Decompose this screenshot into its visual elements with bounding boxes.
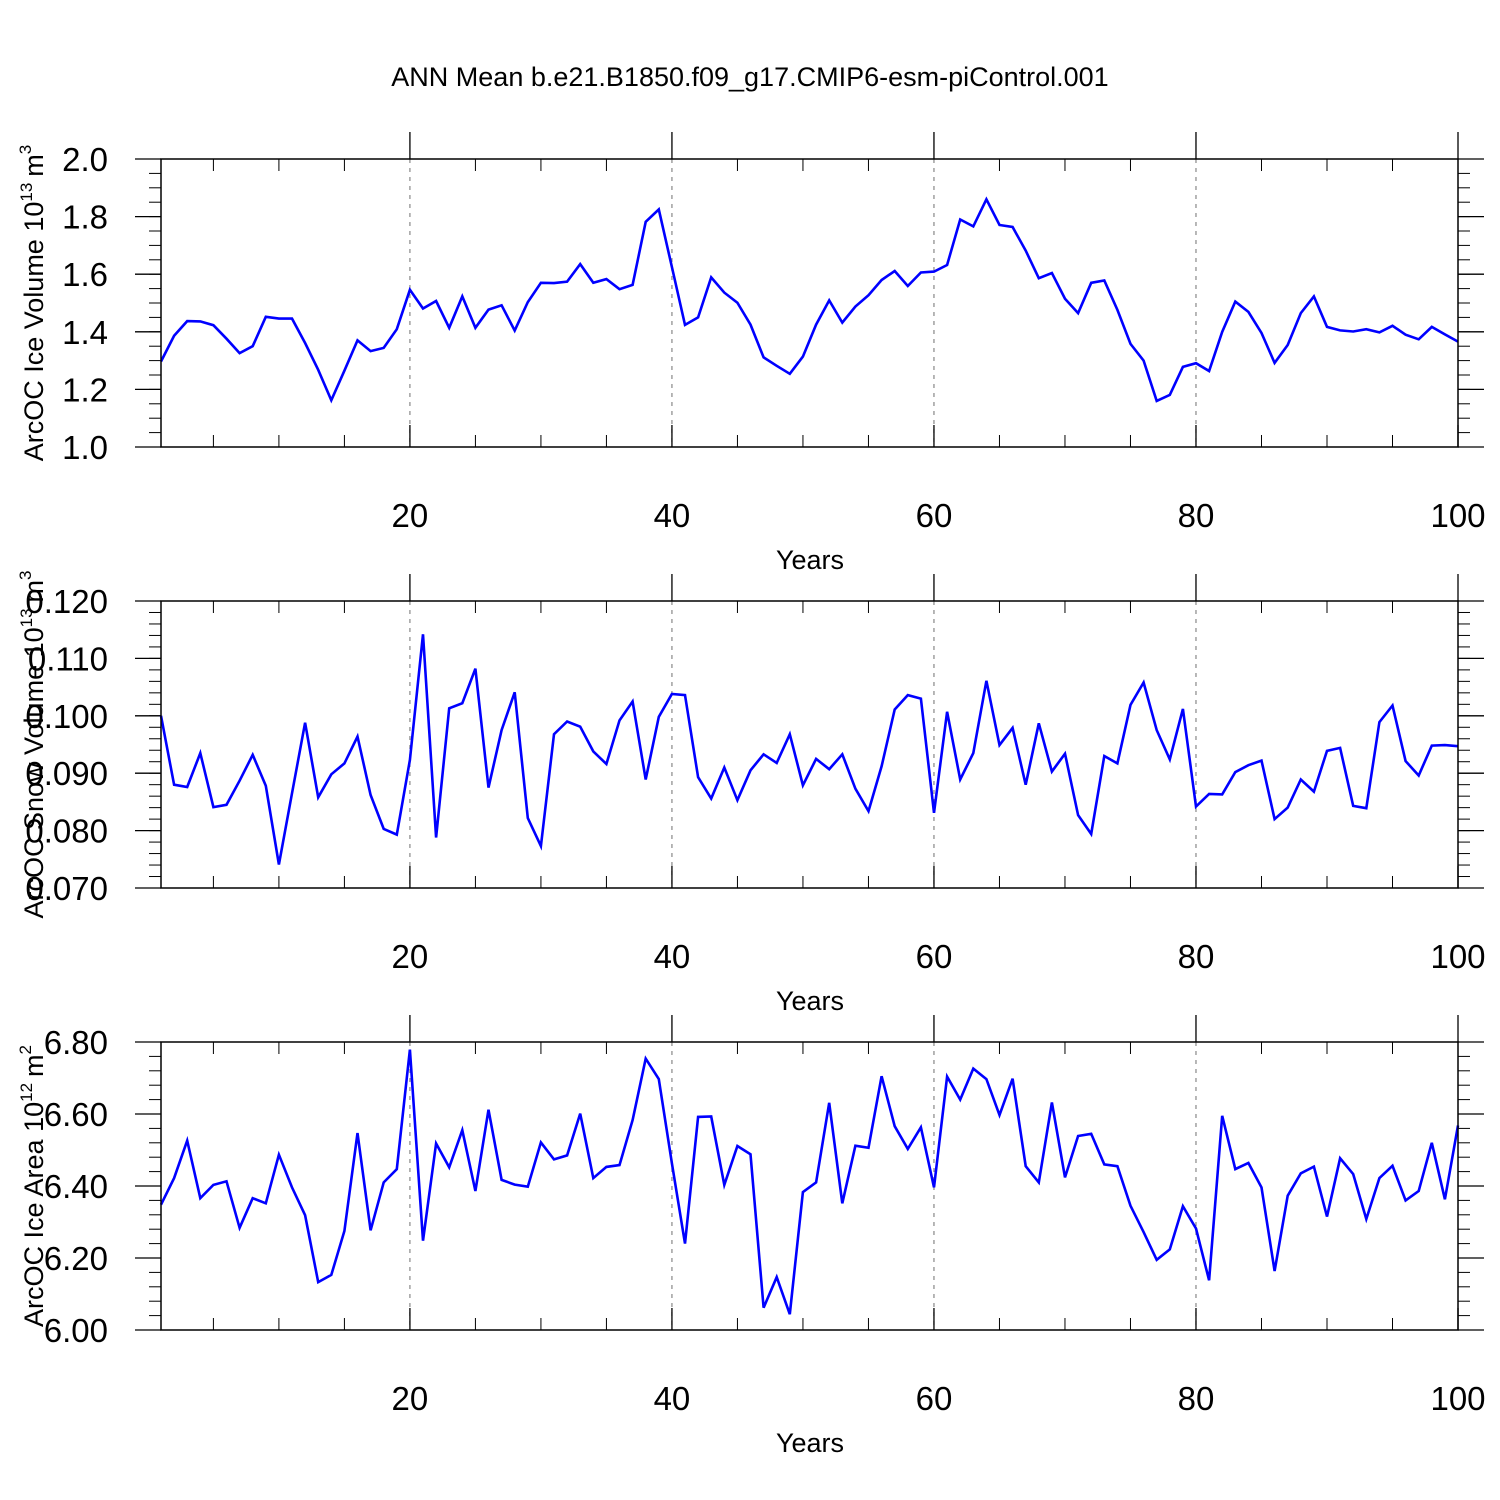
x-tick-label: 80 bbox=[1178, 1380, 1215, 1417]
x-tick-label: 20 bbox=[392, 1380, 429, 1417]
y-tick-label: 1.8 bbox=[62, 199, 108, 236]
x-tick-label: 100 bbox=[1430, 938, 1485, 975]
y-tick-label: 1.6 bbox=[62, 256, 108, 293]
x-tick-label: 100 bbox=[1430, 1380, 1485, 1417]
series-line bbox=[161, 634, 1458, 864]
y-axis-label-exponent: 12 bbox=[17, 1083, 36, 1102]
y-axis-label-unit: m bbox=[19, 580, 49, 603]
figure-canvas: 20 40 60 80 100 1.0 1.2 1.4 1.6 1.8 2.0 Years ArcOC … bbox=[0, 0, 1500, 1500]
x-tick-label: 80 bbox=[1178, 938, 1215, 975]
x-tick-label: 40 bbox=[654, 497, 691, 534]
y-tick-label: 6.20 bbox=[44, 1240, 108, 1277]
series-line bbox=[161, 1050, 1458, 1315]
y-tick-label: 6.00 bbox=[44, 1312, 108, 1349]
x-tick-label: 80 bbox=[1178, 497, 1215, 534]
y-axis-label-unit-exponent: 2 bbox=[16, 1045, 35, 1054]
series-line bbox=[161, 199, 1458, 401]
y-tick-label: 6.60 bbox=[44, 1096, 108, 1133]
y-tick-label: 6.80 bbox=[44, 1024, 108, 1061]
x-axis-label: Years bbox=[776, 1428, 844, 1458]
y-tick-label: 2.0 bbox=[62, 141, 108, 178]
ice-area-panel: 20 40 60 80 100 6.00 6.20 6.40 6.60 6.80 Years ArcO… bbox=[16, 1015, 1486, 1458]
x-tick-label: 100 bbox=[1430, 497, 1485, 534]
x-axis-label: Years bbox=[776, 545, 844, 575]
y-axis-label-unit: m bbox=[19, 1054, 49, 1077]
y-tick-label: 6.40 bbox=[44, 1168, 108, 1205]
x-tick-label: 20 bbox=[392, 938, 429, 975]
x-axis-label: Years bbox=[776, 986, 844, 1016]
x-tick-label: 20 bbox=[392, 497, 429, 534]
y-axis-label-unit: m bbox=[19, 154, 49, 177]
y-axis-label-text: ArcOC Ice Area 10 bbox=[19, 1102, 49, 1327]
x-tick-label: 60 bbox=[916, 938, 953, 975]
y-axis-label-exponent: 13 bbox=[17, 183, 36, 202]
y-axis-label: ArcOC Snow Volume 1013 m3 bbox=[16, 570, 49, 918]
y-axis-label-text: ArcOC Snow Volume 10 bbox=[19, 627, 49, 918]
y-axis-label: ArcOC Ice Volume 1013 m3 bbox=[16, 145, 49, 462]
x-tick-label: 60 bbox=[916, 497, 953, 534]
x-tick-label: 40 bbox=[654, 1380, 691, 1417]
plot-frame bbox=[161, 601, 1458, 888]
y-axis-label-exponent: 13 bbox=[17, 608, 36, 627]
ice-volume-panel: 20 40 60 80 100 1.0 1.2 1.4 1.6 1.8 2.0 Years ArcOC … bbox=[16, 132, 1486, 575]
x-tick-label: 60 bbox=[916, 1380, 953, 1417]
y-axis-label-text: ArcOC Ice Volume 10 bbox=[19, 202, 49, 462]
x-tick-label: 40 bbox=[654, 938, 691, 975]
y-tick-label: 1.4 bbox=[62, 314, 108, 351]
y-tick-label: 1.0 bbox=[62, 429, 108, 466]
snow-volume-panel: 20 40 60 80 1000.0700.0800.0900.1000.1100.12… bbox=[16, 570, 1486, 1016]
y-axis-label-unit-exponent: 3 bbox=[16, 570, 35, 579]
plot-frame bbox=[161, 159, 1458, 447]
y-axis-label-unit-exponent: 3 bbox=[16, 145, 35, 154]
y-axis-label: ArcOC Ice Area 1012 m2 bbox=[16, 1045, 49, 1327]
y-tick-label: 1.2 bbox=[62, 371, 108, 408]
